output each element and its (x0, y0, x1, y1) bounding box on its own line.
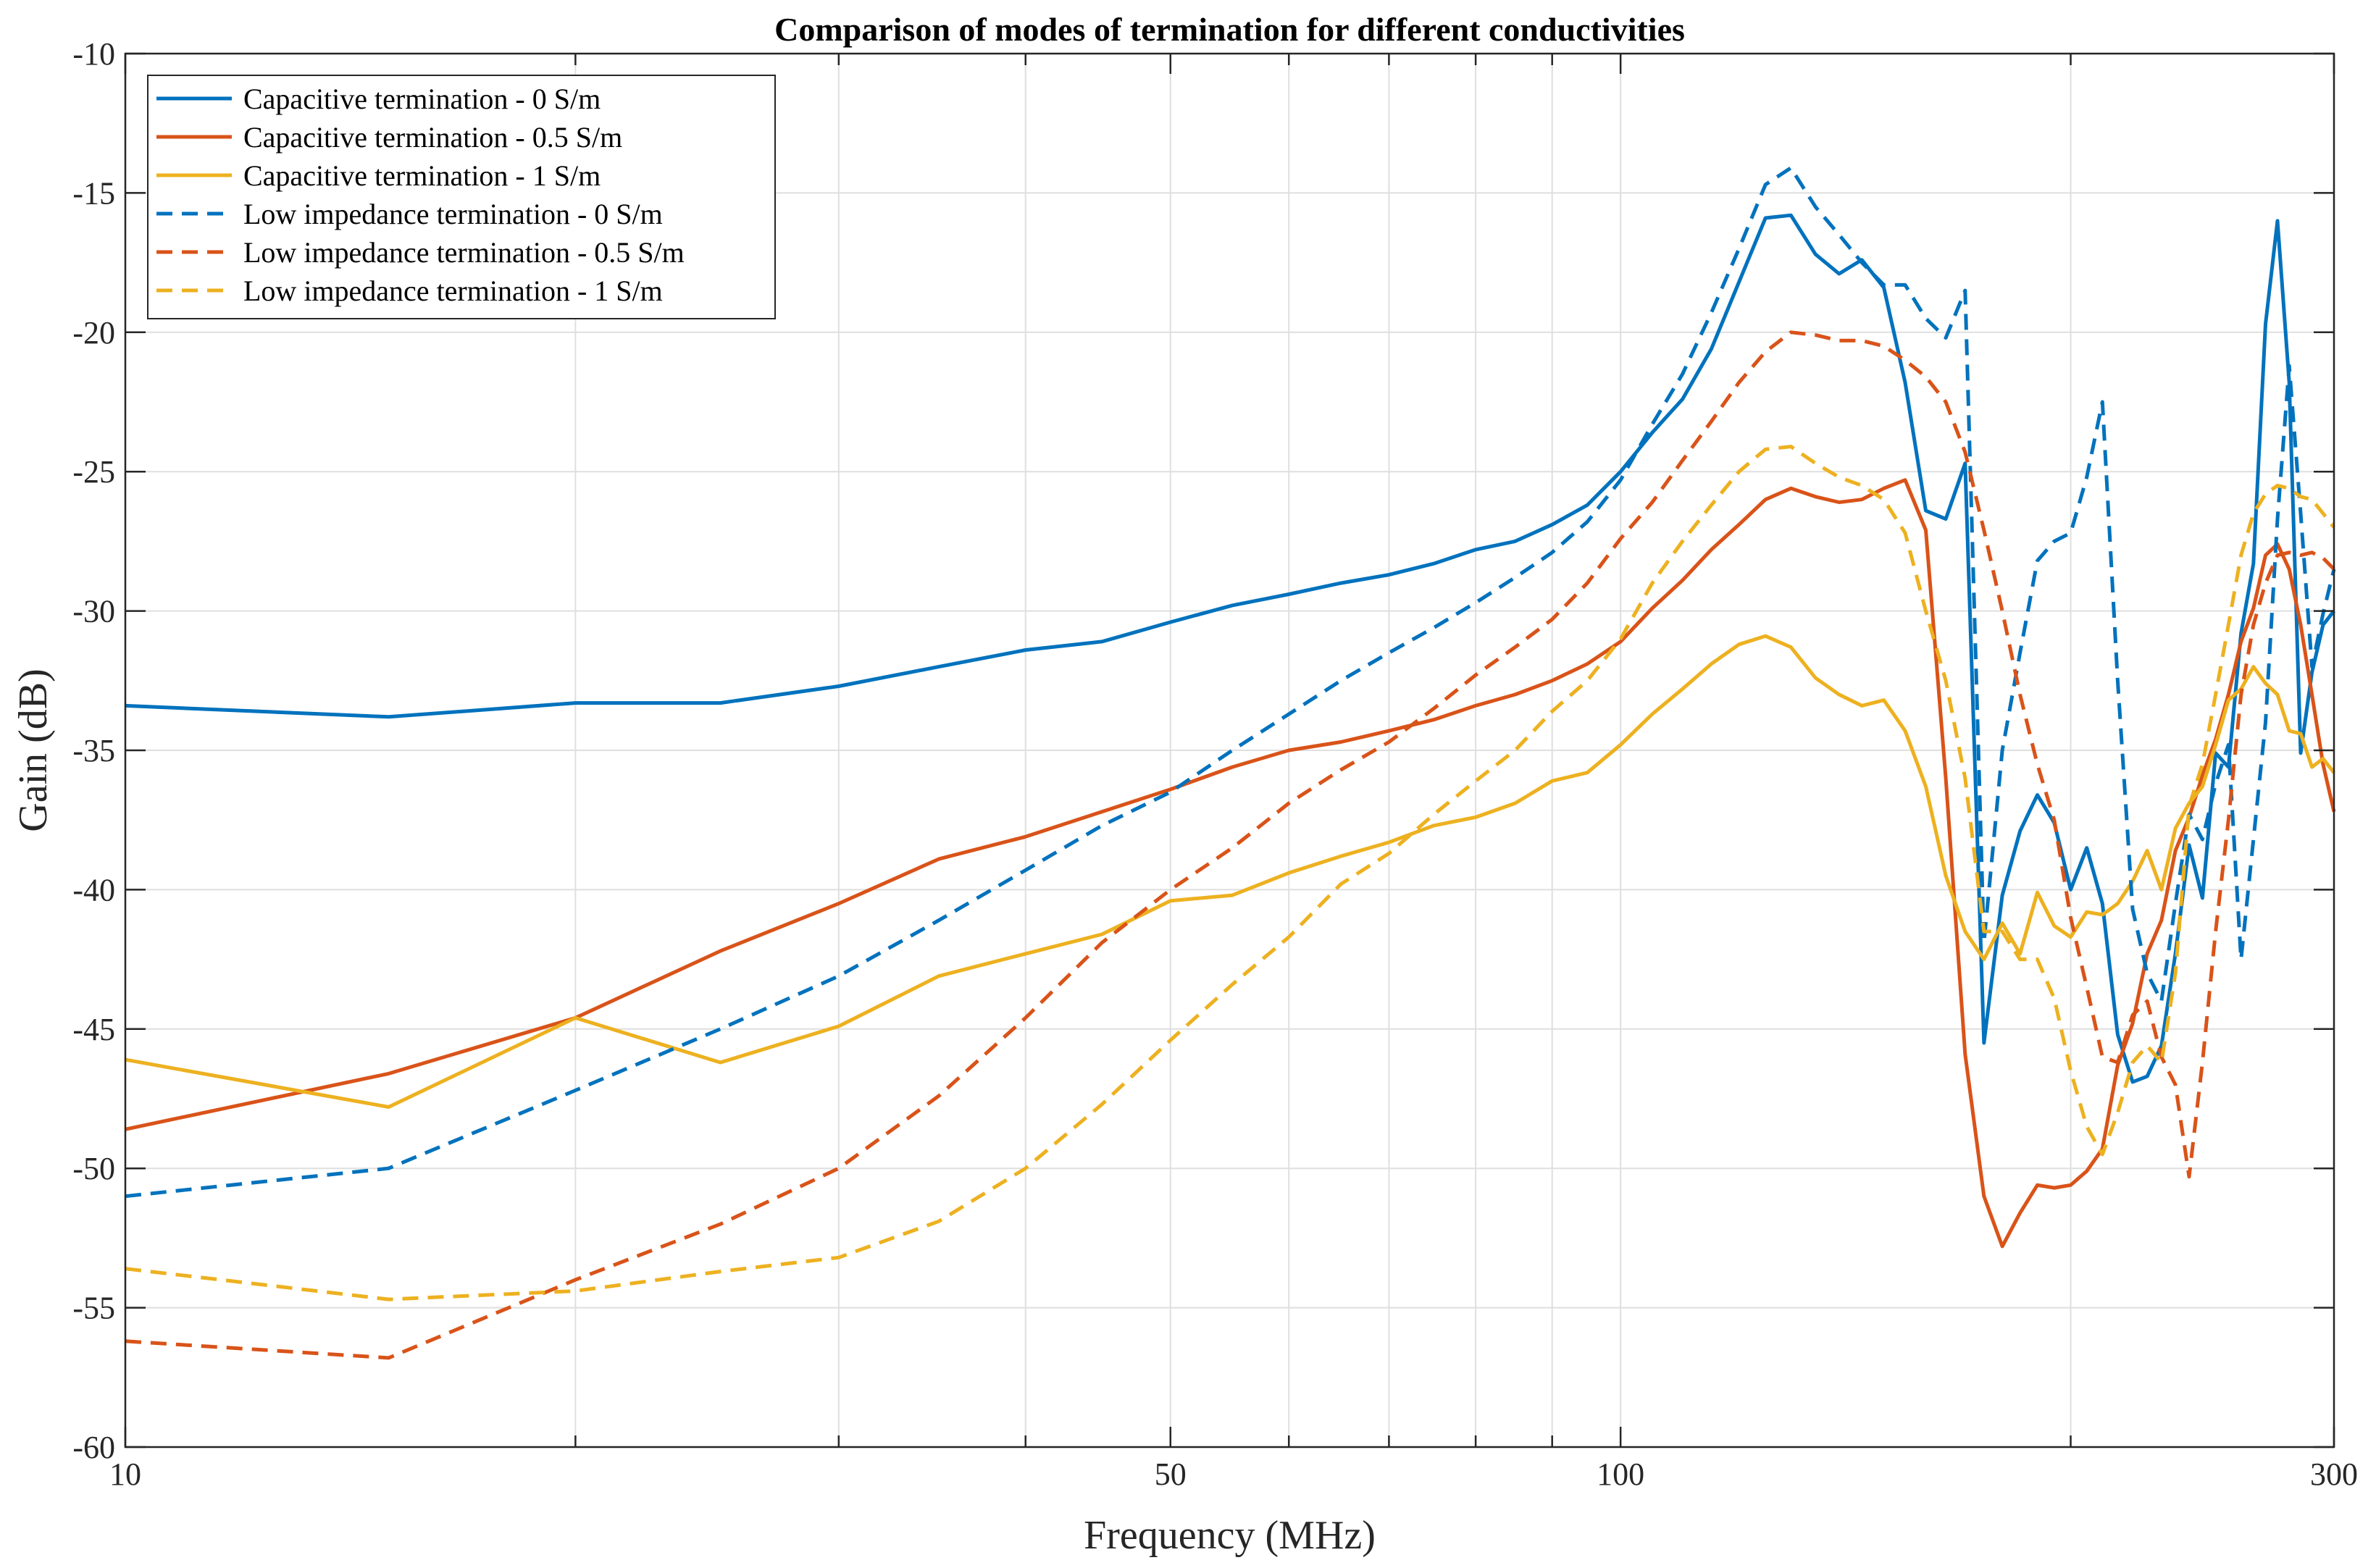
legend-box (147, 75, 776, 319)
series-line-2 (125, 634, 2335, 1109)
chart-title: Comparison of modes of termination for d… (774, 11, 1685, 48)
legend: Capacitive termination - 0 S/m Capacitive… (147, 75, 776, 319)
series-lines (125, 166, 2336, 1360)
series-line-4 (125, 330, 2335, 1360)
y-axis-label: Gain (dB) (11, 668, 56, 832)
x-tick-label-0: 10 (109, 1456, 141, 1492)
legend-label-1: Capacitive termination - 0.5 S/m (243, 121, 622, 154)
y-tick-label-6: -30 (72, 594, 115, 629)
y-tick-label-0: -60 (72, 1430, 115, 1465)
legend-item-2: Capacitive termination - 1 S/m (156, 159, 601, 192)
legend-item-5: Low impedance termination - 1 S/m (156, 274, 663, 307)
y-tick-label-2: -50 (72, 1151, 115, 1186)
y-tick-label-10: -10 (72, 36, 115, 72)
y-tick-label-7: -25 (72, 454, 115, 490)
x-tick-labels: 10 50 100 300 (109, 1456, 2358, 1492)
legend-label-3: Low impedance termination - 0 S/m (243, 198, 663, 230)
y-tick-label-4: -40 (72, 872, 115, 907)
x-tick-label-3: 300 (2310, 1456, 2358, 1492)
x-tick-label-1: 50 (1155, 1456, 1187, 1492)
tick-marks (124, 52, 2335, 1448)
y-tick-label-5: -35 (72, 733, 115, 768)
legend-item-3: Low impedance termination - 0 S/m (156, 198, 663, 230)
y-tick-label-8: -20 (72, 315, 115, 351)
legend-item-0: Capacitive termination - 0 S/m (156, 83, 601, 115)
x-axis-label: Frequency (MHz) (1084, 1513, 1376, 1558)
y-tick-label-3: -45 (72, 1012, 115, 1047)
legend-item-4: Low impedance termination - 0.5 S/m (156, 236, 685, 269)
x-tick-label-2: 100 (1597, 1456, 1644, 1492)
y-tick-label-1: -55 (72, 1291, 115, 1326)
legend-label-0: Capacitive termination - 0 S/m (243, 83, 601, 115)
legend-label-5: Low impedance termination - 1 S/m (243, 274, 663, 307)
legend-label-4: Low impedance termination - 0.5 S/m (243, 236, 685, 269)
legend-item-1: Capacitive termination - 0.5 S/m (156, 121, 622, 154)
series-line-5 (125, 445, 2335, 1301)
legend-label-2: Capacitive termination - 1 S/m (243, 159, 601, 192)
series-line-0 (125, 213, 2335, 1084)
series-line-3 (125, 166, 2336, 1199)
y-tick-labels: -60 -55 -50 -45 -40 -35 -30 -25 -20 -15 -10 (72, 36, 115, 1465)
y-tick-label-9: -15 (72, 175, 115, 211)
